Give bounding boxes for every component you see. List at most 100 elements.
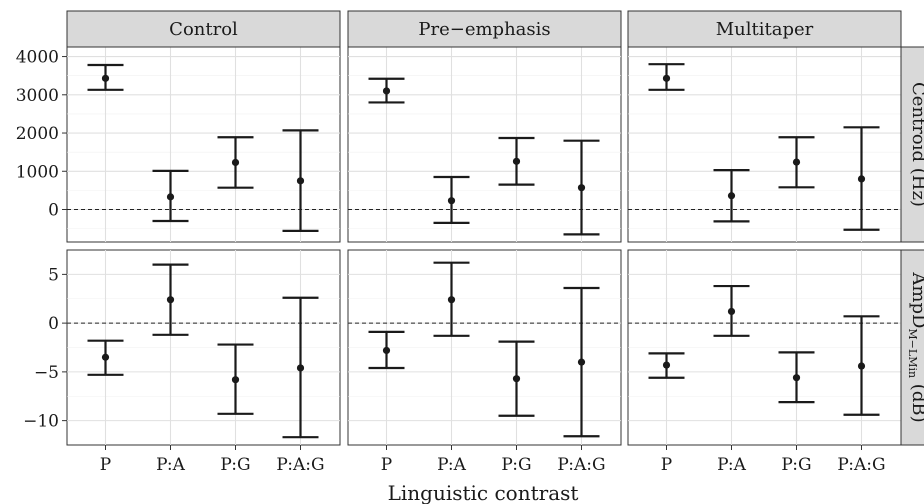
errorbar-p: [648, 63, 685, 91]
strip-label: Control: [169, 19, 238, 40]
x-tick-label: P:A: [717, 455, 747, 475]
panel-centroid-pre-emphasis: [347, 46, 622, 243]
x-tick-label: P:A: [437, 455, 467, 475]
row-strip-ampd: AmpDM−LMin (dB): [900, 249, 924, 446]
x-tick-label: P:G: [501, 455, 531, 475]
y-tick-label: 4000: [16, 48, 59, 68]
errorbar-p-a-g: [843, 126, 880, 231]
errorbar-p-g: [778, 351, 815, 404]
panel-centroid-control: [66, 46, 341, 243]
panel-centroid-multitaper: [627, 46, 902, 243]
x-tick-label: P: [381, 455, 392, 475]
mean-point: [296, 177, 305, 185]
mean-point: [447, 296, 456, 304]
row-strip-label: Centroid (Hz): [908, 82, 924, 207]
mean-point: [296, 364, 305, 372]
y-tick-label: −10: [23, 412, 59, 432]
row-strip-centroid: Centroid (Hz): [900, 46, 924, 243]
x-tick-label: P:G: [220, 455, 250, 475]
errorbar-p-a-g: [282, 129, 319, 233]
x-tick-label: P:A:G: [837, 455, 885, 475]
mean-point: [231, 158, 240, 167]
errorbar-p: [368, 330, 405, 370]
row-strip-background: [900, 249, 924, 446]
strip-background: [66, 10, 341, 48]
mean-point: [577, 358, 586, 366]
mean-point: [166, 193, 175, 201]
errorbar-p-g: [778, 136, 815, 189]
strips-layer: Control Pre−emphasis Multitaper Centroid (H…: [66, 10, 924, 446]
panels-layer: [66, 46, 902, 446]
mean-point: [101, 74, 110, 82]
strip-control: Control: [66, 10, 341, 48]
errorbar-p: [648, 352, 685, 379]
errorbar-p-g: [498, 340, 535, 417]
x-tick-label: P:A: [156, 455, 186, 475]
mean-point: [792, 374, 801, 382]
mean-point: [662, 361, 671, 369]
panel-background: [347, 46, 622, 243]
mean-point: [857, 362, 866, 370]
mean-point: [662, 74, 671, 82]
strip-background: [627, 10, 902, 48]
row-label-subscript: M−LMin: [906, 328, 919, 378]
strip-multitaper: Multitaper: [627, 10, 902, 48]
panel-ampd-multitaper: [627, 249, 902, 446]
errorbar-p-a: [433, 175, 470, 224]
errorbar-p: [368, 77, 405, 104]
y-tick-label: 2000: [16, 124, 59, 144]
errorbar-p-a: [713, 284, 750, 337]
x-tick-label: P:G: [781, 455, 811, 475]
mean-point: [727, 192, 736, 200]
errorbar-p-a: [152, 169, 189, 223]
y-tick-label: 5: [48, 265, 59, 285]
row-label-unit: (dB): [908, 378, 924, 423]
errorbar-p-a: [713, 169, 750, 223]
errorbar-p-g: [217, 343, 254, 415]
mean-point: [792, 158, 801, 166]
errorbar-p: [87, 63, 124, 91]
strip-background: [347, 10, 622, 48]
mean-point: [447, 197, 456, 205]
errorbar-p-a: [152, 263, 189, 336]
panel-ampd-pre-emphasis: [347, 249, 622, 446]
y-tick-label: 1000: [16, 162, 59, 182]
y-tick-label: 0: [48, 201, 59, 221]
x-tick-label: P: [100, 455, 111, 475]
mean-point: [577, 184, 586, 192]
strip-label: Pre−emphasis: [418, 19, 550, 40]
errorbar-p-a: [433, 261, 470, 337]
mean-point: [231, 376, 240, 384]
axes-layer: 0 1000 2000 3000 4000 −10 −5 0 5 P P:A P:G P:A:G P P:A…: [16, 48, 886, 475]
strip-pre-emphasis: Pre−emphasis: [347, 10, 622, 48]
x-tick-label: P: [661, 455, 672, 475]
errorbar-p-a-g: [563, 139, 600, 236]
errorbar-p-a-g: [843, 315, 880, 416]
mean-point: [101, 353, 110, 361]
x-axis-title: Linguistic contrast: [388, 481, 579, 504]
mean-point: [382, 346, 391, 355]
panel-ampd-control: [66, 249, 341, 446]
y-tick-label: −5: [34, 363, 59, 383]
mean-point: [382, 87, 391, 95]
mean-point: [166, 296, 175, 304]
errorbar-p-g: [498, 136, 535, 186]
errorbar-p-a-g: [563, 286, 600, 438]
row-strip-background: [900, 46, 924, 243]
row-label-main: AmpD: [908, 271, 924, 328]
errorbar-p-g: [217, 136, 254, 189]
mean-point: [512, 375, 521, 383]
mean-point: [857, 175, 866, 183]
mean-point: [727, 307, 736, 316]
row-strip-label: AmpDM−LMin (dB): [906, 271, 924, 422]
x-tick-label: P:A:G: [276, 455, 324, 475]
strip-label: Multitaper: [716, 19, 814, 40]
y-tick-label: 3000: [16, 86, 59, 106]
errorbar-p-a-g: [282, 296, 319, 439]
y-tick-label: 0: [48, 314, 59, 334]
row-label-main: Centroid (Hz): [908, 82, 924, 207]
mean-point: [512, 157, 521, 165]
errorbar-p: [87, 339, 124, 376]
x-tick-label: P:A:G: [557, 455, 605, 475]
